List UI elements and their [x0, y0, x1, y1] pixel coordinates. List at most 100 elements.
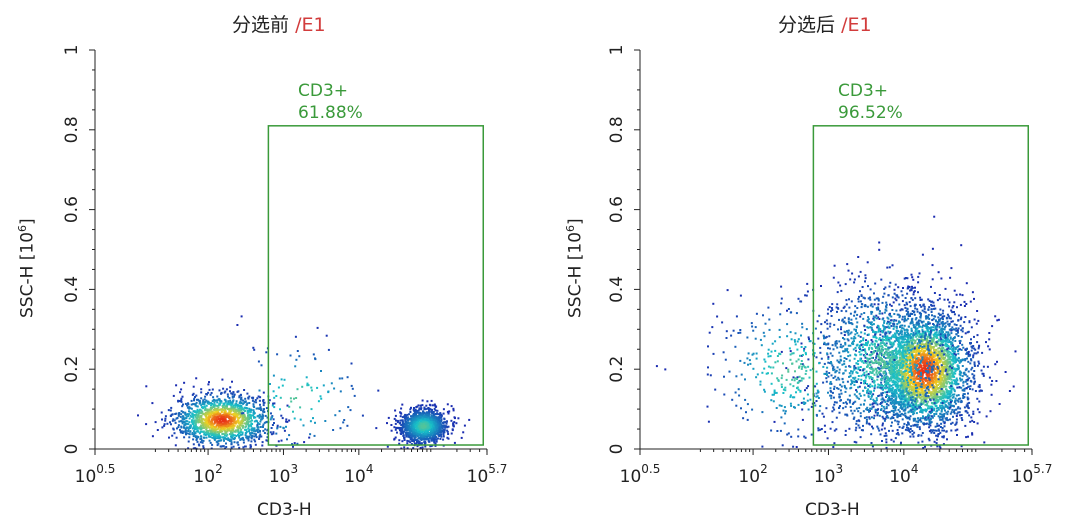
data-point: [251, 434, 254, 437]
data-point: [884, 335, 887, 338]
data-point: [204, 421, 207, 424]
data-point: [940, 413, 943, 416]
data-point: [288, 405, 291, 408]
data-point: [433, 417, 436, 420]
data-point: [236, 404, 239, 406]
data-point: [252, 405, 255, 408]
data-point: [915, 412, 918, 415]
data-point: [885, 367, 888, 370]
data-point: [426, 422, 429, 425]
data-point: [446, 426, 449, 429]
data-point: [289, 397, 292, 400]
y-tick-label: 0: [62, 444, 82, 455]
data-point: [410, 427, 413, 430]
data-point: [885, 441, 888, 444]
data-point: [320, 397, 323, 400]
data-point: [416, 415, 419, 418]
data-point: [188, 421, 191, 424]
data-point: [202, 447, 205, 449]
data-point: [250, 429, 253, 432]
data-point: [886, 400, 889, 403]
data-point: [231, 403, 234, 406]
data-point: [254, 416, 257, 419]
data-point: [908, 345, 911, 348]
data-point: [929, 341, 932, 344]
data-point: [288, 419, 291, 422]
data-point: [308, 436, 311, 439]
data-point: [934, 335, 937, 338]
data-point: [405, 415, 407, 418]
data-point: [213, 401, 216, 404]
data-point: [229, 386, 232, 389]
data-point: [980, 369, 983, 372]
data-point: [218, 403, 221, 406]
data-point: [206, 425, 209, 428]
data-point: [220, 425, 222, 428]
data-point: [409, 411, 412, 413]
data-point: [935, 429, 938, 432]
data-point: [930, 394, 933, 397]
data-point: [927, 363, 930, 366]
data-point: [886, 386, 889, 389]
data-point: [400, 407, 403, 410]
data-point: [215, 433, 218, 436]
data-point: [211, 427, 213, 430]
data-point: [424, 438, 427, 441]
data-point: [971, 346, 974, 349]
data-point: [939, 340, 942, 343]
data-point: [394, 414, 397, 417]
data-point: [195, 421, 198, 424]
data-point: [995, 380, 998, 382]
data-point: [183, 424, 186, 427]
data-point: [423, 416, 426, 419]
data-point: [976, 397, 979, 400]
data-point: [236, 441, 239, 444]
data-point: [197, 398, 200, 401]
data-point: [295, 397, 298, 399]
data-point: [414, 425, 417, 427]
data-point: [948, 367, 951, 370]
data-point: [239, 393, 242, 396]
data-point: [244, 419, 247, 422]
data-point: [432, 429, 435, 432]
data-point: [426, 415, 429, 418]
gate-percent: 61.88%: [298, 103, 363, 123]
data-point: [230, 431, 232, 434]
data-point: [215, 419, 218, 422]
data-point: [418, 424, 421, 427]
data-point: [260, 435, 263, 438]
data-point: [221, 420, 224, 423]
data-point: [414, 408, 417, 411]
data-point: [959, 359, 962, 362]
data-point: [928, 345, 931, 348]
data-point: [874, 402, 877, 405]
data-point: [892, 395, 895, 398]
data-point: [426, 436, 429, 439]
data-point: [423, 424, 426, 427]
data-point: [177, 426, 180, 429]
data-point: [262, 414, 265, 417]
data-point: [955, 333, 958, 336]
data-point: [272, 374, 275, 377]
data-point: [930, 326, 933, 329]
title-tag: E1: [301, 14, 326, 36]
data-point: [253, 400, 256, 403]
y-axis-label-end: ]: [17, 218, 38, 225]
data-point: [917, 441, 920, 444]
data-point: [223, 419, 226, 422]
data-point: [202, 425, 205, 428]
data-point: [423, 428, 426, 431]
data-point: [314, 358, 317, 361]
data-point: [256, 424, 259, 426]
data-point: [905, 352, 908, 355]
data-point: [262, 429, 265, 432]
data-point: [410, 406, 412, 409]
data-point: [418, 436, 421, 439]
data-point: [434, 422, 437, 425]
data-point: [973, 318, 976, 321]
data-point: [932, 337, 935, 339]
data-point: [935, 326, 938, 329]
data-point: [956, 399, 959, 402]
data-point: [945, 316, 948, 319]
data-point: [436, 424, 439, 427]
